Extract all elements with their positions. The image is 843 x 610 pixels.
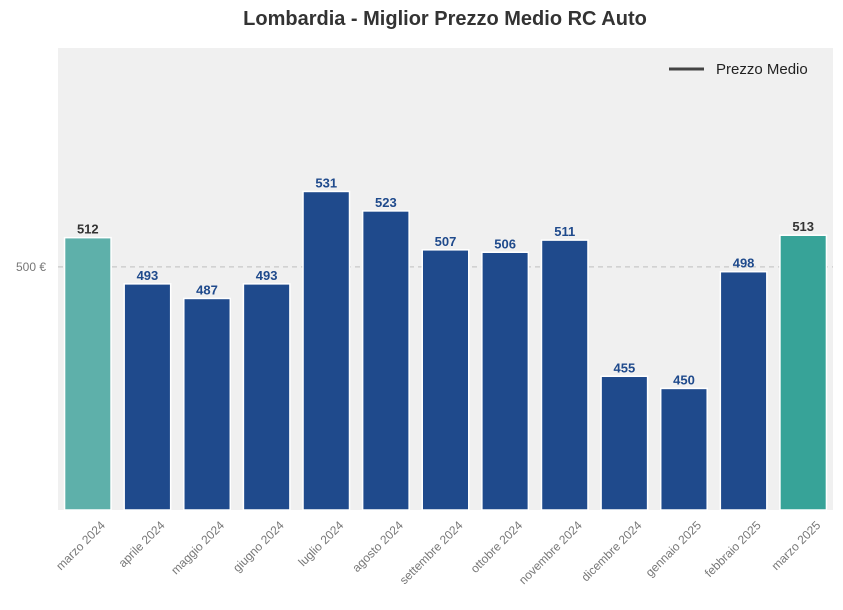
bar	[481, 251, 530, 511]
x-tick-label: luglio 2024	[295, 518, 346, 569]
legend: Prezzo Medio	[669, 61, 808, 78]
data-label: 498	[733, 256, 755, 271]
x-tick-label: maggio 2024	[168, 518, 227, 577]
chart-title: Lombardia - Miglior Prezzo Medio RC Auto	[243, 8, 647, 30]
data-label: 531	[315, 175, 337, 190]
x-tick-label: gennaio 2025	[643, 518, 705, 580]
bar	[361, 210, 410, 511]
x-tick-label: febbraio 2025	[702, 518, 764, 580]
data-label: 513	[792, 219, 814, 234]
bar	[779, 234, 828, 511]
bar	[302, 190, 351, 511]
bar	[540, 239, 589, 511]
x-axis-ticks: marzo 2024 aprile 2024 maggio 2024 giugno 2…	[53, 518, 823, 587]
bars	[63, 190, 828, 511]
x-tick-label: giugno 2024	[230, 518, 287, 575]
x-tick-label: marzo 2025	[769, 518, 824, 573]
x-tick-label: aprile 2024	[116, 518, 168, 570]
data-label: 455	[613, 360, 635, 375]
data-label: 512	[77, 222, 99, 237]
bar	[123, 283, 172, 511]
data-label: 523	[375, 195, 397, 210]
legend-label: Prezzo Medio	[716, 61, 808, 78]
data-label: 450	[673, 372, 695, 387]
data-label: 511	[554, 224, 575, 239]
y-tick-label: 500 €	[16, 260, 46, 274]
bar	[421, 249, 470, 511]
y-axis-ticks: 500 €	[16, 260, 46, 274]
data-label: 493	[137, 268, 159, 283]
data-label: 493	[256, 268, 278, 283]
bar	[600, 375, 649, 511]
data-labels: 512 493 487 493 531 523 507 506 511 455 450 498 513	[77, 175, 814, 387]
bar	[183, 297, 232, 511]
x-tick-label: agosto 2024	[349, 518, 406, 575]
data-label: 487	[196, 282, 218, 297]
bar	[719, 270, 768, 511]
x-tick-label: marzo 2024	[53, 518, 108, 573]
x-tick-label: ottobre 2024	[468, 518, 526, 576]
x-tick-label: settembre 2024	[397, 518, 466, 587]
data-label: 507	[435, 234, 457, 249]
bar	[659, 387, 708, 511]
bar	[63, 236, 112, 511]
bar	[242, 283, 291, 511]
x-tick-label: dicembre 2024	[578, 518, 644, 584]
x-tick-label: novembre 2024	[516, 518, 585, 587]
data-label: 506	[494, 236, 516, 251]
